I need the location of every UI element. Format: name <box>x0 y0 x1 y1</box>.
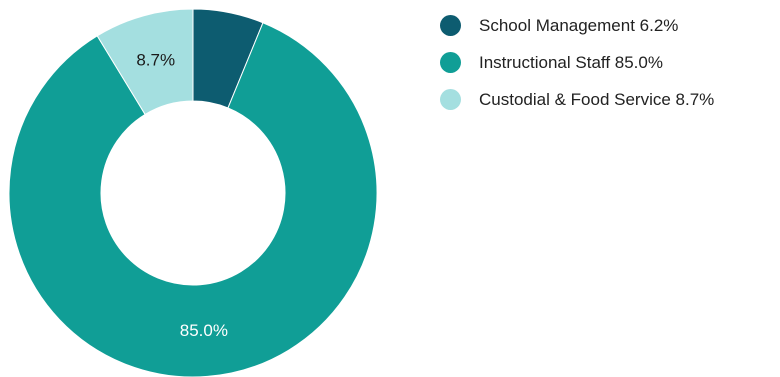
donut-slice <box>8 22 378 377</box>
slice-value-label: 8.7% <box>136 51 175 70</box>
legend-item: Instructional Staff 85.0% <box>440 44 714 81</box>
slice-value-label: 85.0% <box>180 321 228 340</box>
donut-slice <box>96 8 194 116</box>
legend-label: Custodial & Food Service 8.7% <box>479 89 715 109</box>
legend-swatch <box>440 52 461 73</box>
legend-item: Custodial & Food Service 8.7% <box>440 81 714 118</box>
legend-label: Instructional Staff 85.0% <box>479 52 663 72</box>
donut-slices <box>8 8 378 377</box>
legend-item: School Management 6.2% <box>440 7 714 44</box>
donut-chart: 85.0% 8.7% <box>8 8 378 377</box>
chart-legend: School Management 6.2% Instructional Staf… <box>440 7 714 118</box>
legend-swatch <box>440 89 461 110</box>
legend-swatch <box>440 15 461 36</box>
donut-labels: 85.0% 8.7% <box>136 51 228 340</box>
legend-label: School Management 6.2% <box>479 15 679 35</box>
